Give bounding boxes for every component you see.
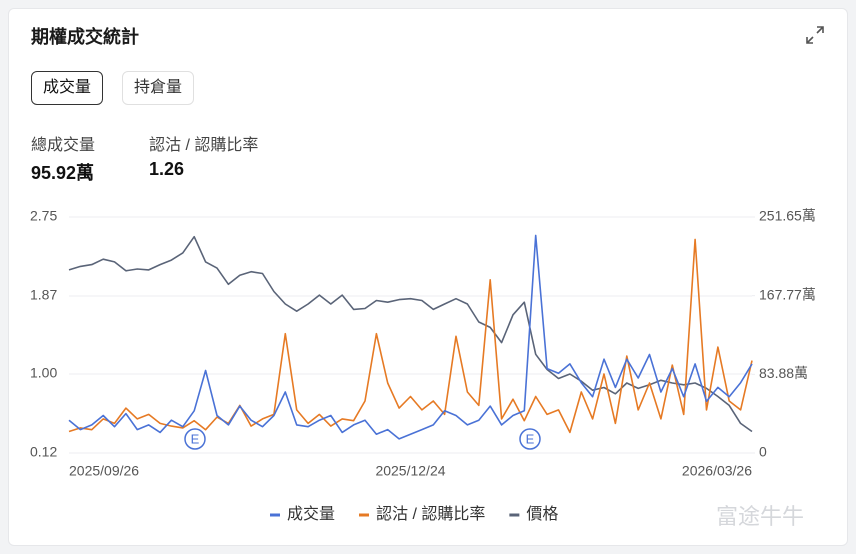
y2-tick-label: 167.77萬: [759, 286, 816, 302]
legend-label: 價格: [526, 505, 558, 523]
tab[interactable]: 持倉量: [122, 71, 195, 105]
watermark: 富途牛牛: [716, 504, 804, 529]
y-tick-label: 0.12: [30, 444, 57, 460]
title: 期權成交統計: [31, 27, 139, 47]
series-line: [68, 234, 753, 440]
y-tick-label: 2.75: [30, 208, 57, 224]
stat-value: 95.92萬: [31, 163, 95, 183]
legend-label: 成交量: [287, 505, 335, 523]
stat-label: 總成交量: [31, 137, 96, 154]
y2-tick-label: 0: [759, 444, 767, 460]
event-marker: [184, 428, 206, 450]
stat-value: 1.26: [149, 159, 185, 179]
legend-label: 認沽 / 認購比率: [376, 505, 485, 523]
x-tick-label: 2026/03/26: [682, 463, 752, 479]
tab[interactable]: 成交量: [31, 71, 104, 105]
x-tick-label: 2025/12/24: [375, 463, 445, 479]
card: 期權成交統計 成交量 持倉量 總成交量 95.92萬 認沽 / 認購比率 1.2…: [8, 8, 848, 546]
y-tick-label: 1.87: [30, 287, 57, 303]
y2-tick-label: 83.88萬: [759, 365, 808, 381]
series-line: [68, 235, 753, 433]
stat-label: 認沽 / 認購比率: [149, 137, 259, 154]
y-tick-label: 1.00: [30, 365, 57, 381]
event-marker: [519, 428, 541, 450]
x-tick-label: 2025/09/26: [69, 463, 139, 479]
series-line: [68, 238, 753, 434]
expand-icon[interactable]: [805, 25, 825, 45]
event-label: E: [526, 431, 535, 446]
y2-tick-label: 251.65萬: [759, 208, 816, 224]
event-label: E: [191, 431, 200, 446]
